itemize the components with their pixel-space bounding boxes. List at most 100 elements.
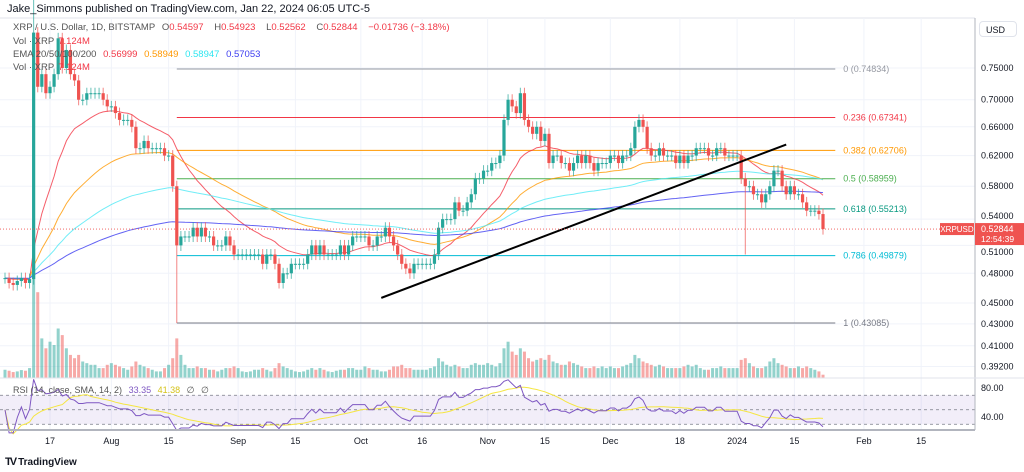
volume-bar [52, 345, 56, 378]
fib-level-label: 0.618 (0.55213) [843, 204, 907, 214]
volume-bar [322, 369, 326, 378]
time-tick-label: Nov [480, 436, 497, 446]
candle-body [653, 155, 657, 157]
volume-bar [167, 364, 171, 378]
symbol-tag [940, 223, 974, 236]
candle-body [236, 254, 240, 256]
candle-body [355, 236, 359, 238]
rsi-legend[interactable]: RSI (14, close, SMA, 14, 2) 33.35 41.38 … [13, 385, 213, 396]
volume-bar [645, 363, 649, 378]
candle-body [743, 178, 747, 187]
candle-body [400, 254, 404, 264]
logo-text: TradingView [18, 456, 77, 468]
volume-bar [702, 369, 706, 378]
time-tick-label: Aug [103, 436, 119, 446]
volume-bar [142, 366, 146, 378]
candle-body [36, 32, 40, 87]
volume-bar [625, 364, 629, 378]
volume-bar [175, 338, 179, 378]
volume-bar [498, 363, 502, 378]
candle-body [93, 93, 97, 95]
candle-body [465, 202, 469, 211]
candle-body [363, 236, 367, 238]
tradingview-logo[interactable]: TV TradingView [5, 456, 77, 468]
volume-bar [666, 368, 670, 378]
volume-bar [265, 369, 269, 378]
candle-body [7, 278, 11, 283]
volume-bar [690, 366, 694, 378]
volume-bar [437, 358, 441, 378]
candle-body [330, 254, 334, 256]
volume-bar [502, 348, 506, 378]
volume-legend-2[interactable]: Vol · XRP 7.124M [13, 62, 94, 73]
candle-body [359, 236, 363, 238]
currency-button[interactable]: USD [979, 21, 1017, 37]
volume-bar [244, 372, 248, 378]
volume-bar [203, 368, 207, 378]
candle-body [473, 178, 477, 195]
volume-bar [93, 364, 97, 378]
price-tick-label: 0.58000 [981, 181, 1014, 191]
volume-bar [7, 370, 11, 378]
volume-bar [760, 368, 764, 378]
volume-legend[interactable]: Vol · XRP 7.124M [13, 36, 94, 47]
volume-bar [347, 368, 351, 378]
candle-body [453, 202, 457, 220]
volume-bar [334, 370, 338, 378]
candle-body [391, 236, 396, 246]
volume-bar [743, 358, 747, 378]
candle-body [800, 194, 805, 203]
candle-body [571, 163, 576, 171]
volume-bar [801, 368, 805, 378]
rsi-tick-label: 40.00 [981, 412, 1004, 422]
candle-body [383, 227, 387, 237]
trendline[interactable] [380, 143, 787, 299]
volume-bar [187, 368, 191, 378]
volume-bar [739, 359, 743, 378]
candle-body [203, 227, 208, 237]
symbol-title[interactable]: XRP / U.S. Dollar, 1D, BITSTAMP [13, 22, 156, 33]
volume-bar [126, 369, 130, 378]
volume-bar [359, 369, 363, 378]
ema-legend[interactable]: EMA 20/50/100/200 0.56999 0.58949 0.5894… [13, 49, 264, 60]
candle-body [494, 163, 498, 165]
volume-bar [44, 348, 48, 378]
volume-bar [171, 358, 175, 378]
volume-bar [518, 348, 522, 378]
candle-body [670, 155, 674, 157]
volume-bar [396, 366, 400, 378]
volume-bar [302, 371, 306, 378]
open-value: 0.54597 [169, 22, 204, 33]
volume-bar [40, 338, 44, 378]
volume-bar [113, 364, 117, 378]
volume-bar [821, 374, 825, 378]
volume-bar [617, 368, 621, 378]
volume-bar [81, 361, 85, 378]
candle-body [187, 236, 191, 238]
candle-body [44, 74, 48, 94]
ema20-line [4, 110, 824, 281]
volume-bar [32, 239, 36, 378]
volume-bar [588, 368, 592, 378]
volume-bar [109, 363, 113, 378]
volume-bar [3, 369, 7, 378]
candle-body [301, 263, 306, 265]
candle-body [539, 126, 543, 141]
fibonacci-retracement[interactable]: 0 (0.74834) 0.236 (0.67341) 0.382 (0.62706… [176, 64, 907, 328]
candle-body [441, 219, 445, 228]
volume-bar [232, 366, 236, 378]
candle-body [469, 194, 473, 203]
volume-bar [621, 366, 625, 378]
volume-bar [698, 368, 702, 378]
volume-bar [338, 369, 342, 378]
volume-bar [813, 369, 817, 378]
open-label: O [161, 22, 170, 33]
volume-bar [756, 368, 760, 378]
volume-bar [330, 372, 334, 378]
candle-body [432, 254, 437, 264]
rsi-line [4, 379, 824, 434]
candle-body [747, 186, 751, 188]
candle-body [32, 32, 36, 280]
candle-body [678, 155, 682, 164]
